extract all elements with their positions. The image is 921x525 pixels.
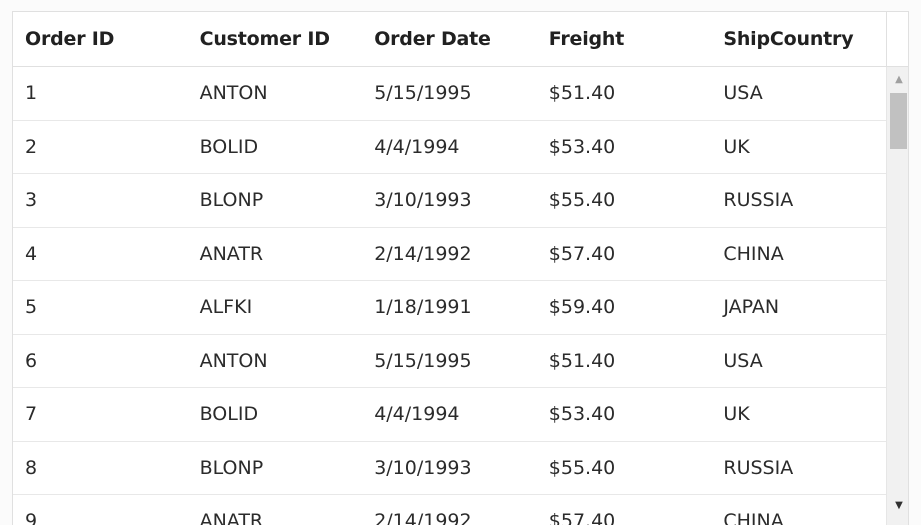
table-row[interactable]: 7 BOLID 4/4/1994 $53.40 UK <box>13 388 886 442</box>
cell-order-id[interactable]: 2 <box>25 135 38 158</box>
table-row[interactable]: 2 BOLID 4/4/1994 $53.40 UK <box>13 121 886 174</box>
cell-customer-id[interactable]: ALFKI <box>199 296 253 319</box>
column-header-order-id[interactable]: Order ID <box>25 28 115 50</box>
cell-ship-country[interactable]: CHINA <box>723 510 784 525</box>
cell-ship-country[interactable]: USA <box>723 82 763 105</box>
cell-order-id[interactable]: 5 <box>25 296 38 319</box>
cell-ship-country[interactable]: UK <box>723 403 750 426</box>
cell-ship-country[interactable]: JAPAN <box>723 296 780 319</box>
cell-customer-id[interactable]: ANATR <box>199 510 264 525</box>
cell-customer-id[interactable]: BOLID <box>199 135 259 158</box>
cell-order-id[interactable]: 9 <box>25 510 38 525</box>
scrollbar-thumb[interactable] <box>890 93 907 149</box>
table-row[interactable]: 5 ALFKI 1/18/1991 $59.40 JAPAN <box>13 281 886 335</box>
scroll-up-arrow-icon[interactable]: ▲ <box>895 73 903 85</box>
column-header-freight[interactable]: Freight <box>548 28 625 50</box>
cell-customer-id[interactable]: BOLID <box>199 403 259 426</box>
cell-freight[interactable]: $59.40 <box>548 296 616 319</box>
grid-header: Order ID Customer ID Order Date Freight … <box>13 12 886 67</box>
cell-order-id[interactable]: 6 <box>25 349 38 372</box>
cell-order-date[interactable]: 5/15/1995 <box>374 82 472 105</box>
cell-freight[interactable]: $55.40 <box>548 456 616 479</box>
cell-freight[interactable]: $51.40 <box>548 82 616 105</box>
cell-order-date[interactable]: 5/15/1995 <box>374 349 472 372</box>
cell-ship-country[interactable]: UK <box>723 135 750 158</box>
cell-freight[interactable]: $51.40 <box>548 349 616 372</box>
table-row[interactable]: 1 ANTON 5/15/1995 $51.40 USA <box>13 67 886 121</box>
cell-customer-id[interactable]: BLONP <box>199 189 264 212</box>
cell-order-date[interactable]: 4/4/1994 <box>374 135 460 158</box>
column-header-order-date[interactable]: Order Date <box>374 28 491 50</box>
data-grid: Order ID Customer ID Order Date Freight … <box>12 11 909 525</box>
cell-order-date[interactable]: 3/10/1993 <box>374 456 472 479</box>
cell-customer-id[interactable]: ANATR <box>199 242 264 265</box>
cell-freight[interactable]: $57.40 <box>548 242 616 265</box>
cell-ship-country[interactable]: USA <box>723 349 763 372</box>
cell-order-date[interactable]: 2/14/1992 <box>374 510 472 525</box>
cell-customer-id[interactable]: ANTON <box>199 82 268 105</box>
cell-order-id[interactable]: 3 <box>25 189 38 212</box>
cell-order-date[interactable]: 2/14/1992 <box>374 242 472 265</box>
table-row[interactable]: 3 BLONP 3/10/1993 $55.40 RUSSIA <box>13 174 886 228</box>
cell-customer-id[interactable]: BLONP <box>199 456 264 479</box>
cell-ship-country[interactable]: RUSSIA <box>723 189 794 212</box>
table-row[interactable]: 8 BLONP 3/10/1993 $55.40 RUSSIA <box>13 442 886 495</box>
table-row[interactable]: 6 ANTON 5/15/1995 $51.40 USA <box>13 335 886 388</box>
vertical-scrollbar[interactable]: ▲ ▼ <box>886 67 908 525</box>
cell-order-date[interactable]: 1/18/1991 <box>374 296 472 319</box>
scroll-down-arrow-icon[interactable]: ▼ <box>895 499 903 511</box>
cell-ship-country[interactable]: CHINA <box>723 242 784 265</box>
cell-order-date[interactable]: 3/10/1993 <box>374 189 472 212</box>
column-header-ship-country[interactable]: ShipCountry <box>723 28 854 50</box>
cell-freight[interactable]: $55.40 <box>548 189 616 212</box>
cell-freight[interactable]: $53.40 <box>548 135 616 158</box>
cell-order-id[interactable]: 7 <box>25 403 38 426</box>
cell-order-id[interactable]: 8 <box>25 456 38 479</box>
table-row[interactable]: 9 ANATR 2/14/1992 $57.40 CHINA <box>13 495 886 525</box>
table-row[interactable]: 4 ANATR 2/14/1992 $57.40 CHINA <box>13 228 886 281</box>
cell-freight[interactable]: $53.40 <box>548 403 616 426</box>
cell-order-id[interactable]: 1 <box>25 82 38 105</box>
cell-freight[interactable]: $57.40 <box>548 510 616 525</box>
cell-order-id[interactable]: 4 <box>25 242 38 265</box>
cell-order-date[interactable]: 4/4/1994 <box>374 403 460 426</box>
column-header-customer-id[interactable]: Customer ID <box>199 28 330 50</box>
cell-ship-country[interactable]: RUSSIA <box>723 456 794 479</box>
header-scrollbar-corner <box>886 12 908 67</box>
grid-body: 1 ANTON 5/15/1995 $51.40 USA 2 BOLID 4/4… <box>13 67 886 525</box>
cell-customer-id[interactable]: ANTON <box>199 349 268 372</box>
